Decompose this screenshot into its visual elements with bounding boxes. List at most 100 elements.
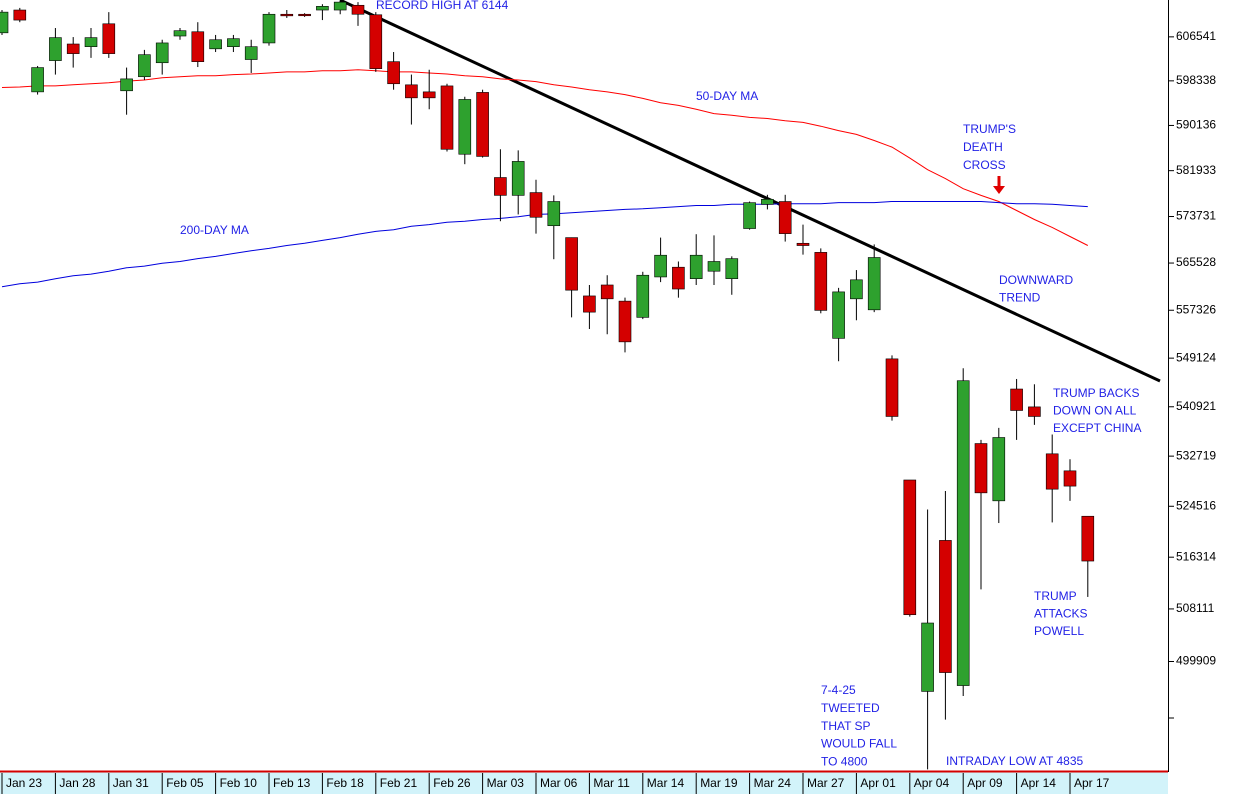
annotation: CROSS <box>963 158 1006 172</box>
x-tick-label: Jan 28 <box>59 776 95 790</box>
x-tick-label: Jan 31 <box>113 776 149 790</box>
candle-body <box>511 161 525 196</box>
candle-body <box>939 540 952 673</box>
candle-body <box>636 274 650 318</box>
x-tick-label: Feb 10 <box>220 776 258 790</box>
annotation: TREND <box>999 291 1041 305</box>
arrow-head <box>993 186 1005 194</box>
candle-body <box>743 202 756 229</box>
x-tick-label: Apr 17 <box>1074 776 1110 790</box>
candle-body <box>244 46 258 60</box>
y-tick-label: 598338 <box>1176 73 1216 87</box>
annotation: THAT SP <box>821 719 871 733</box>
candle-body <box>547 201 561 227</box>
x-tick-label: Apr 14 <box>1021 776 1057 790</box>
candle-body <box>31 67 44 93</box>
trend-line <box>339 0 1161 383</box>
annotation: EXCEPT CHINA <box>1053 421 1141 435</box>
annotation: 7-4-25 <box>821 683 856 697</box>
x-tick-label: Apr 04 <box>914 776 950 790</box>
candle-body <box>494 177 507 196</box>
candle-body <box>66 43 80 54</box>
x-tick-label: Apr 01 <box>860 776 896 790</box>
candle-body <box>173 30 187 37</box>
y-tick-label: 606541 <box>1176 29 1216 43</box>
x-axis-strip <box>0 772 1168 794</box>
candle-body <box>476 92 489 157</box>
candle-body <box>280 13 294 17</box>
candle-body <box>618 300 632 343</box>
candle-body <box>209 39 222 50</box>
x-tick-label: Mar 03 <box>487 776 525 790</box>
annotation: DOWN ON ALL <box>1053 404 1137 418</box>
candle-body <box>387 61 400 85</box>
candle-body <box>155 42 169 64</box>
annotation: WOULD FALL <box>821 737 897 751</box>
candle-body <box>689 254 703 279</box>
candle-body <box>778 201 792 234</box>
candle-body <box>440 85 454 150</box>
x-tick-label: Mar 14 <box>647 776 685 790</box>
candle-body <box>921 622 934 692</box>
candle-body <box>529 192 543 218</box>
death-cross-arrow <box>993 176 1005 194</box>
x-tick-label: Jan 23 <box>6 776 42 790</box>
candle-body <box>885 358 899 417</box>
candle-body <box>974 443 988 494</box>
x-tick-label: Feb 13 <box>273 776 311 790</box>
candle-body <box>298 13 311 17</box>
x-tick-label: Feb 26 <box>433 776 471 790</box>
candle-body <box>351 4 365 15</box>
x-tick-label: Feb 21 <box>380 776 418 790</box>
candle-body <box>1081 515 1095 562</box>
candle-body <box>333 1 347 11</box>
annotation: TRUMP'S <box>963 122 1016 136</box>
candle-body <box>262 13 276 44</box>
candle-body <box>84 37 98 47</box>
candle-body <box>102 23 116 54</box>
y-tick-label: 573731 <box>1176 209 1216 223</box>
y-tick-label: 565528 <box>1176 255 1216 269</box>
candle-body <box>1063 470 1077 487</box>
candle-body <box>13 9 27 21</box>
y-tick-label: 508111 <box>1176 601 1215 615</box>
candle-body <box>600 284 614 300</box>
candle-body <box>458 99 472 155</box>
annotation: DEATH <box>963 140 1003 154</box>
x-tick-label: Feb 05 <box>166 776 204 790</box>
candles <box>0 0 1095 770</box>
y-tick-label: 540921 <box>1176 399 1216 413</box>
candle-body <box>832 291 845 339</box>
ma-line <box>1 201 1088 288</box>
candle-body <box>191 31 205 62</box>
candle-body <box>761 198 774 205</box>
series-label: 200-DAY MA <box>180 223 249 237</box>
y-tick-label: 557326 <box>1176 302 1216 316</box>
annotation: TO 4800 <box>821 754 868 768</box>
y-tick-label: 532719 <box>1176 448 1216 462</box>
candle-body <box>422 91 436 99</box>
moving-averages <box>1 69 1089 288</box>
annotation: POWELL <box>1034 624 1084 638</box>
candle-body <box>654 254 667 278</box>
candle-body <box>1045 453 1059 490</box>
y-tick-label: 581933 <box>1176 163 1216 177</box>
annotation: INTRADAY LOW AT 4835 <box>946 754 1083 768</box>
candle-body <box>850 279 863 300</box>
candle-body <box>227 38 240 47</box>
candle-body <box>565 237 578 291</box>
y-tick-label: 516314 <box>1176 549 1216 563</box>
annotation: TWEETED <box>821 701 880 715</box>
x-tick-label: Feb 18 <box>326 776 364 790</box>
candle-body <box>316 6 329 11</box>
candle-body <box>672 266 685 290</box>
candle-body <box>903 479 917 616</box>
candle-body <box>120 78 133 92</box>
x-tick-label: Apr 09 <box>967 776 1003 790</box>
candle-body <box>405 84 418 99</box>
annotation: TRUMP BACKS <box>1053 386 1139 400</box>
x-tick-label: Mar 19 <box>700 776 738 790</box>
candle-body <box>814 252 828 311</box>
